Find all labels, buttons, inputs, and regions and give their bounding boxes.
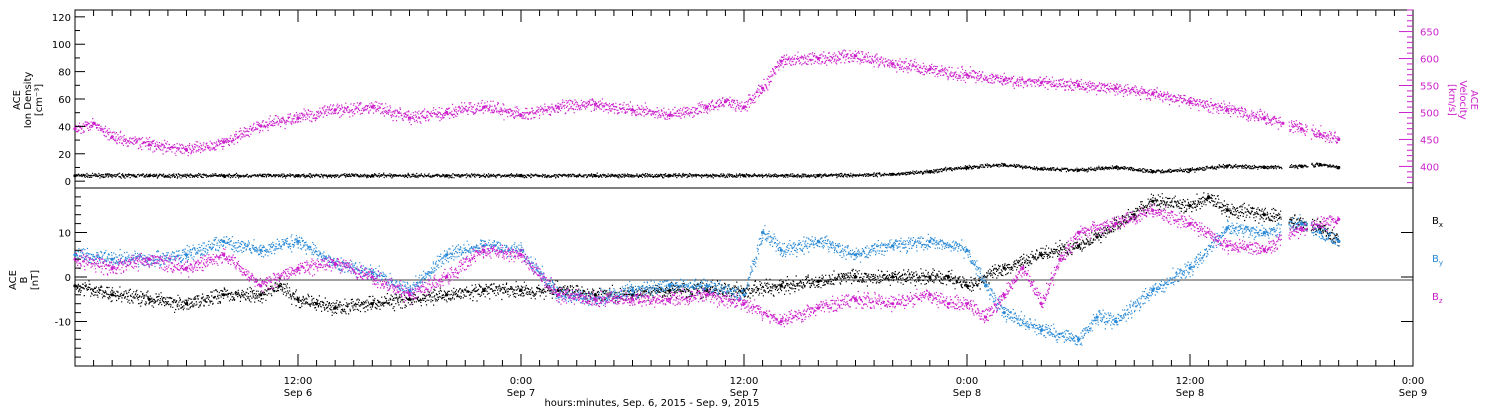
top-panel-axes: 0 20 40 60 80 100 120 400 450 500 550 600 650 — [52, 9, 1439, 188]
top-right-tick-label: 400 — [1420, 162, 1439, 173]
data-point — [1039, 302, 1043, 306]
data-point — [222, 140, 226, 144]
top-right-tick-label: 500 — [1420, 108, 1439, 119]
bottom-panel-marks — [73, 192, 1341, 346]
top-left-tick-label: 0 — [65, 177, 71, 188]
bottom-tick-label: 10 — [58, 229, 71, 240]
legend: Bx By Bz — [1432, 216, 1443, 305]
x-tick-label-date: Sep 6 — [284, 388, 312, 399]
top-right-tick-label: 450 — [1420, 135, 1439, 146]
series-bx — [73, 192, 1341, 316]
top-left-ylabel: ACE Ion Density [cm⁻³] — [12, 72, 45, 129]
scatter-cloud — [74, 162, 1340, 179]
data-point — [1337, 239, 1341, 243]
bottom-left-ylabel-line1: ACE — [8, 270, 19, 290]
x-tick-label-time: 0:00 — [1402, 376, 1424, 387]
series-velocity — [73, 49, 1341, 157]
x-tick-label-date: Sep 8 — [953, 388, 981, 399]
bottom-left-ylabel: ACE B [nT] — [8, 270, 41, 290]
bottom-left-ylabel-line3: [nT] — [30, 270, 41, 290]
series-bz — [73, 203, 1341, 328]
bottom-left-ylabel-line2: B — [19, 276, 30, 283]
x-tick-label-time: 12:00 — [284, 376, 313, 387]
data-point — [1188, 100, 1192, 104]
scatter-cloud — [75, 203, 1340, 328]
top-left-ylabel-line3: [cm⁻³] — [34, 84, 45, 116]
series-density — [73, 162, 1341, 179]
data-point — [630, 288, 635, 292]
top-right-tick-label: 550 — [1420, 82, 1439, 93]
top-left-ylabel-line2: Ion Density — [23, 72, 34, 129]
data-point — [1281, 121, 1285, 125]
top-panel-marks — [73, 49, 1341, 179]
data-point — [891, 275, 895, 279]
x-tick-label-time: 12:00 — [1176, 376, 1205, 387]
top-right-ylabel: ACE Velocity [km/s] — [1446, 80, 1479, 119]
data-point — [1318, 132, 1322, 136]
x-tick-label-date: Sep 8 — [1176, 388, 1204, 399]
legend-bx: Bx — [1432, 216, 1443, 229]
top-right-tick-label: 650 — [1420, 28, 1439, 39]
legend-bz: Bz — [1432, 292, 1443, 305]
bottom-tick-label: -10 — [55, 318, 71, 329]
top-left-tick-label: 40 — [58, 122, 71, 133]
x-axis-label: hours:minutes, Sep. 6, 2015 - Sep. 9, 20… — [544, 398, 759, 409]
top-left-tick-label: 120 — [52, 13, 71, 24]
x-tick-label-time: 0:00 — [956, 376, 978, 387]
data-point — [184, 253, 189, 257]
data-point — [333, 306, 337, 310]
bottom-tick-label: 0 — [65, 273, 71, 284]
x-tick-label-date: Sep 7 — [507, 388, 535, 399]
top-left-tick-label: 20 — [58, 150, 71, 161]
x-tick-label-date: Sep 9 — [1399, 388, 1427, 399]
scatter-cloud — [75, 192, 1340, 316]
x-tick-label-time: 0:00 — [510, 376, 532, 387]
top-left-tick-label: 100 — [52, 40, 71, 51]
top-panel-frame — [74, 9, 1414, 189]
scatter-cloud — [75, 49, 1340, 157]
scatter-cloud — [75, 214, 1340, 346]
top-right-ylabel-line1: ACE — [1468, 90, 1479, 110]
top-left-tick-label: 80 — [58, 68, 71, 79]
top-left-tick-label: 60 — [58, 95, 71, 106]
data-point — [110, 266, 114, 270]
x-tick-label-time: 12:00 — [730, 376, 759, 387]
bottom-panel-axes: -10 0 10 — [55, 196, 1413, 358]
top-left-ylabel-line1: ACE — [12, 90, 23, 110]
data-point — [73, 127, 77, 131]
top-right-tick-label: 600 — [1420, 55, 1439, 66]
data-point — [593, 102, 597, 106]
top-right-ylabel-line2: Velocity — [1457, 80, 1468, 119]
top-right-ylabel-line3: [km/s] — [1446, 84, 1457, 116]
legend-by: By — [1432, 254, 1443, 267]
x-tick-label-date: Sep 7 — [730, 388, 758, 399]
